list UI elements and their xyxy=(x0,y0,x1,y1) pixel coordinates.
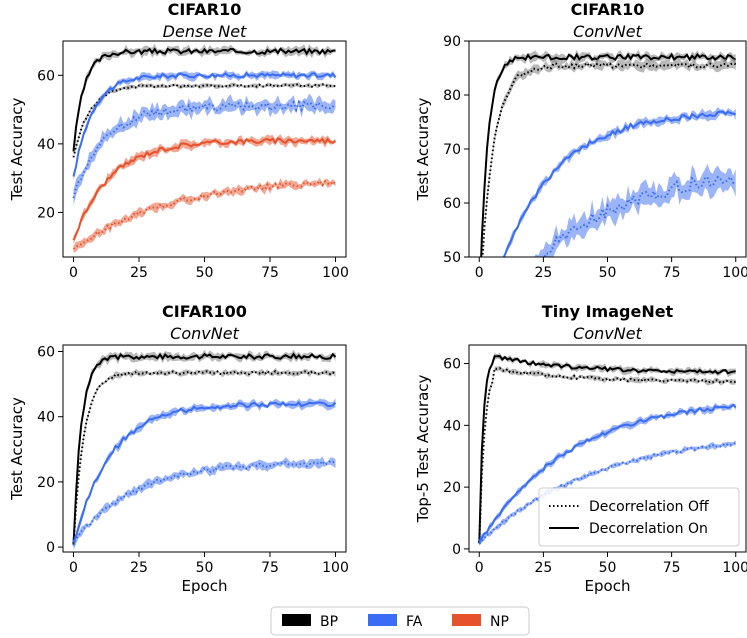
chart-panel-1: CIFAR10 Dense Net 0 25 50 75 100 20 40 60 Test Acc… xyxy=(8,0,349,281)
y-tick-label: 0 xyxy=(452,542,461,558)
plot-area xyxy=(72,43,337,253)
legend-label-fa: FA xyxy=(406,614,423,630)
plot-area xyxy=(72,349,337,551)
x-axis-label: Epoch xyxy=(182,577,228,595)
x-tick-label: 50 xyxy=(599,265,617,281)
chart-subtitle: ConvNet xyxy=(170,324,239,343)
legend-swatch-fa xyxy=(368,614,397,626)
chart-subtitle: Dense Net xyxy=(163,22,247,41)
y-tick-label: 40 xyxy=(37,137,55,153)
chart-title: Tiny ImageNet xyxy=(542,302,674,321)
x-tick-label: 100 xyxy=(322,265,349,281)
x-tick-label: 50 xyxy=(196,560,214,576)
x-tick-label: 75 xyxy=(663,560,681,576)
series-band-np-off xyxy=(73,177,336,253)
x-tick-label: 50 xyxy=(599,560,617,576)
x-tick-label: 25 xyxy=(534,560,552,576)
series-line-bp-off xyxy=(72,83,336,158)
plot-area xyxy=(480,49,737,257)
series-line-np-on xyxy=(72,137,337,241)
series-band-bp-off xyxy=(73,367,336,546)
series-line-fa-on xyxy=(478,403,737,542)
series-line-fa-off xyxy=(543,175,736,257)
legend-label-bp: BP xyxy=(320,614,338,630)
chart-title: CIFAR10 xyxy=(168,0,242,19)
series-band-fa-off xyxy=(73,93,336,206)
x-tick-label: 50 xyxy=(196,265,214,281)
series-band-fa-on xyxy=(73,398,336,545)
y-tick-label: 60 xyxy=(37,68,55,84)
chart-panel-4: Tiny ImageNet ConvNet 0 25 50 75 100 0 20 40 60 Epo… xyxy=(414,302,747,595)
x-axis-label: Epoch xyxy=(585,577,631,595)
series-band-fa-off xyxy=(534,163,736,257)
y-tick-label: 60 xyxy=(37,345,55,361)
y-axis-label: Test Accuracy xyxy=(8,97,26,201)
chart-subtitle: ConvNet xyxy=(573,324,642,343)
series-line-fa-off xyxy=(72,99,337,199)
x-tick-label: 25 xyxy=(130,265,148,281)
x-tick-label: 25 xyxy=(534,265,552,281)
y-axis-label: Top-5 Test Accuracy xyxy=(414,374,432,523)
y-axis-label: Test Accuracy xyxy=(8,397,26,501)
chart-panel-3: CIFAR100 ConvNet 0 25 50 75 100 0 20 40 60 Epoch Tes… xyxy=(8,302,349,595)
plot-area xyxy=(478,352,737,548)
y-tick-label: 80 xyxy=(443,88,461,104)
chart-title: CIFAR10 xyxy=(571,0,645,19)
series-line-np-off xyxy=(72,179,337,250)
decorrelation-legend: Decorrelation Off Decorrelation On xyxy=(538,487,740,547)
x-tick-label: 0 xyxy=(475,560,484,576)
y-tick-label: 50 xyxy=(443,250,461,266)
x-tick-label: 75 xyxy=(663,265,681,281)
series-line-bp-on xyxy=(72,47,336,152)
series-band-bp-off xyxy=(479,365,736,546)
x-tick-label: 0 xyxy=(475,265,484,281)
legend-swatch-np xyxy=(452,614,481,626)
series-line-bp-off xyxy=(72,369,337,544)
y-tick-label: 20 xyxy=(37,205,55,221)
axes-frame xyxy=(62,344,347,553)
y-tick-label: 40 xyxy=(443,418,461,434)
y-axis-label: Test Accuracy xyxy=(414,97,432,201)
series-line-fa-on xyxy=(72,71,337,177)
series-line-fa-on xyxy=(72,401,337,543)
x-tick-label: 100 xyxy=(722,560,747,576)
chart-panel-2: CIFAR10 ConvNet 0 25 50 75 100 50 60 70 80 90 Test A… xyxy=(414,0,747,281)
y-tick-label: 40 xyxy=(37,410,55,426)
series-line-bp-on xyxy=(480,52,737,257)
series-band-fa-on xyxy=(479,402,736,545)
legend-box xyxy=(538,487,740,547)
series-line-bp-on xyxy=(478,355,736,544)
series-line-fa-on xyxy=(502,110,736,257)
y-tick-label: 70 xyxy=(443,142,461,158)
y-tick-label: 90 xyxy=(443,34,461,50)
y-tick-label: 20 xyxy=(443,480,461,496)
y-tick-label: 20 xyxy=(37,475,55,491)
x-tick-label: 75 xyxy=(261,560,279,576)
x-tick-label: 0 xyxy=(69,560,78,576)
chart-subtitle: ConvNet xyxy=(573,22,642,41)
x-tick-label: 100 xyxy=(322,560,349,576)
x-tick-label: 100 xyxy=(722,265,747,281)
series-line-fa-off xyxy=(72,459,337,546)
series-band-fa-off xyxy=(73,456,336,551)
x-tick-label: 25 xyxy=(130,560,148,576)
y-tick-label: 60 xyxy=(443,357,461,373)
bottom-legend: BP FA NP xyxy=(270,606,530,636)
legend-label: Decorrelation Off xyxy=(589,499,709,515)
axes-frame xyxy=(468,40,747,258)
x-tick-label: 0 xyxy=(69,265,78,281)
y-tick-label: 60 xyxy=(443,196,461,212)
series-line-bp-off xyxy=(481,61,737,257)
legend-swatch-bp xyxy=(282,614,311,626)
x-tick-label: 75 xyxy=(261,265,279,281)
chart-title: CIFAR100 xyxy=(162,302,247,321)
y-tick-label: 0 xyxy=(46,540,55,556)
legend-label-np: NP xyxy=(490,614,509,630)
series-line-bp-on xyxy=(72,352,337,545)
legend-label: Decorrelation On xyxy=(589,521,708,537)
